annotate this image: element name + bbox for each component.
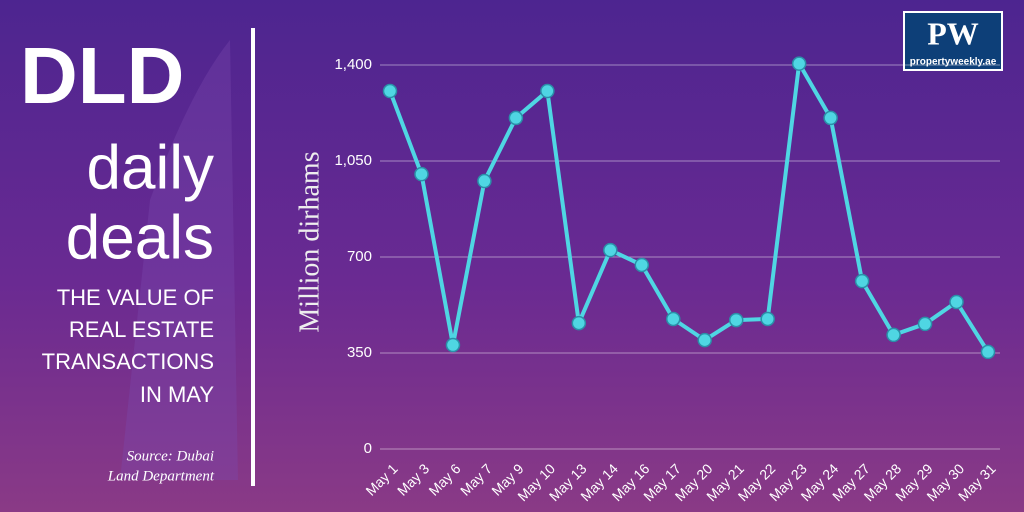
data-point (823, 110, 838, 126)
data-point (540, 83, 555, 99)
logo-mark: PW (927, 15, 979, 51)
data-point (980, 344, 996, 360)
y-tick-label: 700 (347, 248, 372, 265)
title-line: daily (86, 133, 214, 202)
data-point (666, 311, 681, 327)
subtitle-line: IN MAY (140, 382, 214, 407)
source-line: Land Department (107, 468, 215, 484)
logo (903, 11, 1003, 71)
subtitle-line: THE VALUE OF (57, 285, 214, 310)
data-point (571, 315, 587, 331)
data-point (445, 337, 461, 353)
data-point (697, 332, 712, 348)
data-point (508, 110, 524, 126)
data-point (603, 242, 618, 258)
subtitle-line: REAL ESTATE (69, 317, 214, 342)
y-tick-label: 350 (347, 344, 372, 361)
data-point (791, 56, 807, 71)
data-point (886, 327, 901, 343)
divider (251, 28, 255, 486)
y-tick-label: 0 (364, 440, 372, 457)
data-point (949, 294, 964, 310)
data-point (634, 257, 650, 273)
data-point (760, 311, 775, 327)
subtitle-line: TRANSACTIONS (42, 349, 214, 374)
y-axis-label: Million dirhams (294, 151, 325, 332)
data-point (917, 316, 933, 332)
data-point (382, 83, 398, 99)
logo-site: propertyweekly.ae (910, 57, 997, 68)
title-line: DLD (20, 31, 184, 120)
y-tick-label: 1,400 (334, 56, 372, 73)
data-point (414, 166, 429, 182)
tower-silhouette (120, 40, 238, 480)
title-line: deals (66, 203, 214, 272)
source-line: Source: Dubai (127, 448, 214, 464)
data-line (388, 61, 990, 353)
y-tick-label: 1,050 (334, 152, 372, 169)
data-point (854, 273, 870, 289)
data-point (728, 312, 744, 328)
data-point (477, 173, 492, 189)
